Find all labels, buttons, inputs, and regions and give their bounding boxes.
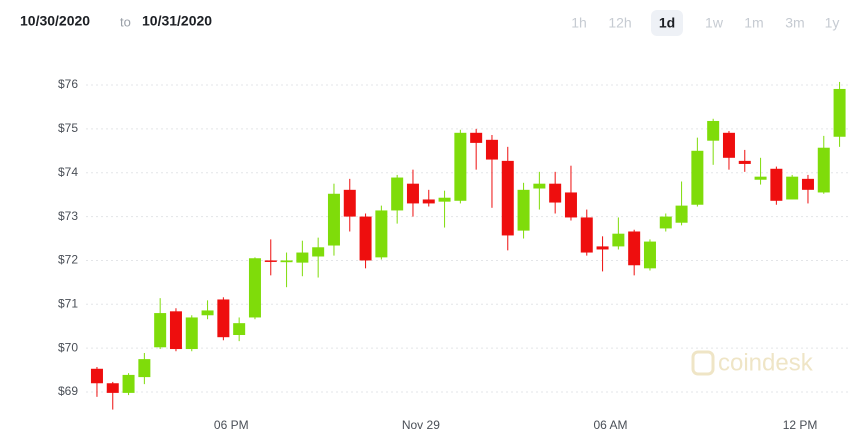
x-tick-label: 06 PM <box>214 418 249 432</box>
range-selected-bg <box>651 10 683 36</box>
candle-body <box>264 260 277 262</box>
x-tick-label: Nov 29 <box>402 418 440 432</box>
range-button[interactable]: 1h <box>571 15 587 31</box>
candle-body <box>501 160 514 236</box>
range-button[interactable]: 1d <box>659 15 675 31</box>
range-button[interactable]: 1m <box>744 15 763 31</box>
watermark-icon <box>691 350 715 376</box>
date-from: 10/30/2020 <box>20 13 90 29</box>
candle-body <box>312 247 325 257</box>
candle-body <box>738 160 751 164</box>
candle-body <box>296 252 309 263</box>
candle-body <box>154 313 167 348</box>
candle-body <box>185 317 198 350</box>
candle-body <box>248 258 261 318</box>
y-tick-label: $76 <box>58 77 78 91</box>
candle-body <box>675 205 688 223</box>
candle-body <box>391 177 404 211</box>
candle-body <box>659 216 672 229</box>
candle-body <box>754 176 767 180</box>
watermark-text: coindesk <box>718 349 814 376</box>
candle-body <box>406 183 419 204</box>
candle-body <box>533 183 546 189</box>
candle-body <box>801 178 814 190</box>
candle-body <box>722 132 735 158</box>
candle-body <box>343 189 356 217</box>
y-tick-label: $72 <box>58 253 78 267</box>
x-tick-label: 12 PM <box>783 418 818 432</box>
candle-body <box>106 383 119 393</box>
candle-body <box>817 147 830 193</box>
range-button[interactable]: 1w <box>705 15 724 31</box>
y-tick-label: $73 <box>58 209 78 223</box>
candle-body <box>138 359 151 378</box>
candle-body <box>833 88 846 137</box>
candle-body <box>643 241 656 269</box>
candle-body <box>707 120 720 141</box>
y-tick-label: $69 <box>58 384 78 398</box>
candle-body <box>169 311 182 350</box>
candle-body <box>786 176 799 200</box>
candle-body <box>517 189 530 231</box>
candle-body <box>375 210 388 258</box>
candle-body <box>770 168 783 201</box>
candle-body <box>628 231 641 266</box>
range-button[interactable]: 3m <box>785 15 804 31</box>
candle-body <box>549 183 562 203</box>
candle-body <box>691 150 704 205</box>
candle-body <box>359 216 372 261</box>
candle-body <box>580 217 593 253</box>
y-tick-label: $70 <box>58 340 78 354</box>
candle-body <box>201 310 214 316</box>
candle-body <box>422 199 435 204</box>
candle-body <box>438 197 451 202</box>
range-button[interactable]: 12h <box>608 15 631 31</box>
watermark: coindesk <box>691 349 814 376</box>
candle-body <box>327 193 340 246</box>
candle-body <box>596 246 609 250</box>
y-tick-label: $71 <box>58 296 78 310</box>
candle-body <box>470 132 483 143</box>
date-to-word: to <box>120 14 131 29</box>
y-tick-label: $75 <box>58 121 78 135</box>
candle-body <box>122 374 135 393</box>
candle-body <box>564 192 577 218</box>
candle-body <box>280 260 293 263</box>
candle-body <box>485 139 498 160</box>
candle-body <box>90 368 103 384</box>
candle-body <box>454 132 467 201</box>
candle-body <box>217 299 230 338</box>
candle-body <box>612 233 625 247</box>
x-tick-label: 06 AM <box>593 418 627 432</box>
candle-body <box>233 323 246 335</box>
range-button[interactable]: 1y <box>825 15 840 31</box>
y-tick-label: $74 <box>58 165 78 179</box>
date-to: 10/31/2020 <box>142 13 212 29</box>
